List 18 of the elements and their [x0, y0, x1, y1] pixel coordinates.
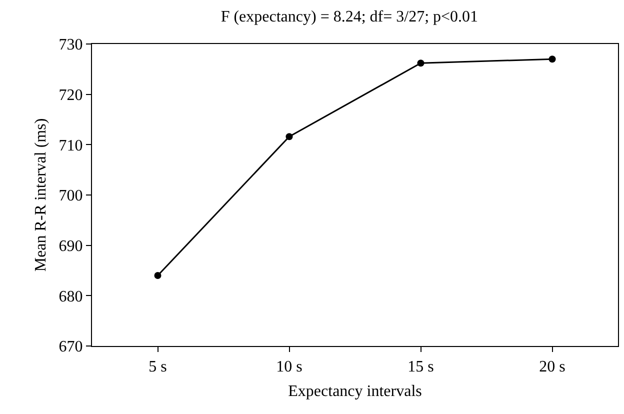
x-tick-label: 20 s — [539, 358, 566, 376]
y-tick-label: 690 — [58, 238, 83, 255]
y-tick-label: 720 — [58, 86, 83, 104]
y-tick-label: 670 — [58, 338, 83, 356]
y-tick-label: 680 — [58, 288, 83, 306]
x-tick-label: 5 s — [148, 358, 167, 376]
point — [548, 56, 556, 63]
x-tick-label: 15 s — [408, 358, 434, 376]
point — [286, 133, 293, 140]
y-tick-label: 700 — [58, 188, 83, 205]
x-axis-title: Expectancy intervals — [288, 383, 422, 400]
chart-title: F (expectancy) = 8.24; df= 3/27; p<0.01 — [220, 8, 478, 26]
point — [154, 272, 162, 280]
y-tick-label: 710 — [58, 137, 83, 154]
y-tick-label: 730 — [58, 36, 83, 54]
point — [417, 60, 424, 67]
y-axis-title: Mean R-R interval (ms) — [32, 118, 50, 272]
x-tick-label: 10 s — [276, 358, 302, 376]
